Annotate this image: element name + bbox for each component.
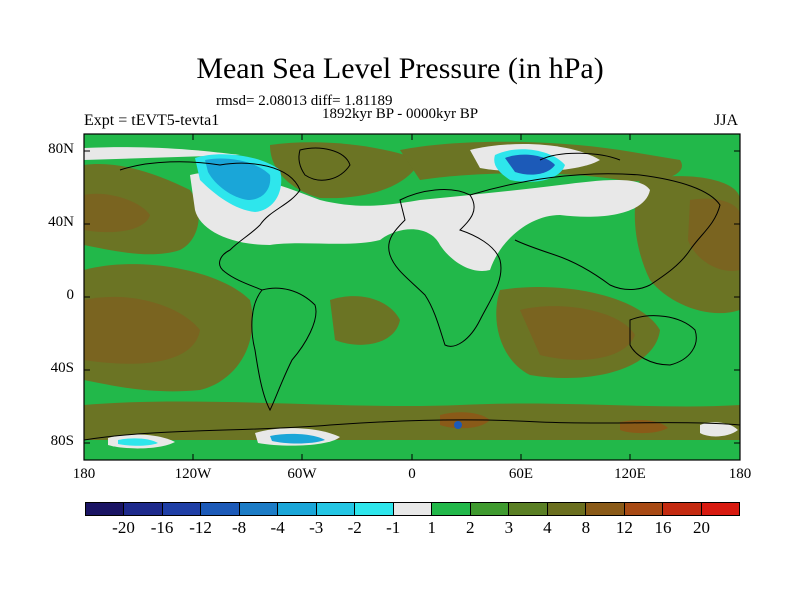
- colorbar-label: 1: [427, 518, 437, 537]
- x-tick-60e: 60E: [508, 466, 534, 482]
- colorbar-label: 4: [543, 518, 552, 537]
- colorbar-swatch: [432, 503, 471, 515]
- colorbar-swatch: [393, 503, 433, 515]
- antarctic-low-inner: [270, 433, 325, 444]
- colorbar-swatch: [86, 503, 125, 515]
- colorbar-swatch: [162, 503, 202, 515]
- pacific-antarctic-low-inner: [118, 438, 158, 446]
- colorbar: [85, 502, 740, 516]
- indian-ocean-brown: [520, 306, 635, 360]
- arctic-islands: [539, 152, 621, 161]
- period-label: 1892kyr BP - 0000kyr BP: [322, 106, 479, 122]
- west-pacific-brown: [688, 198, 740, 271]
- colorbar-swatch: [355, 503, 394, 515]
- arctic-white-band: [84, 147, 240, 160]
- south-pacific-brown: [84, 296, 200, 364]
- northern-low-change-band: [190, 172, 650, 271]
- colorbar-label: -12: [189, 518, 212, 537]
- x-tick-0: 0: [408, 466, 416, 482]
- asia-coast: [469, 173, 721, 290]
- stats-label: rmsd= 2.08013 diff= 1.81189: [216, 93, 393, 109]
- colorbar-label: 8: [581, 518, 591, 537]
- x-tick-120e: 120E: [614, 466, 646, 482]
- y-tick-80n: 80N: [48, 141, 74, 157]
- greenland-coast: [298, 147, 351, 181]
- ross-low: [700, 422, 738, 437]
- x-tick-180e: 180: [728, 466, 752, 482]
- south-atlantic-high: [330, 296, 400, 345]
- y-tick-80s: 80S: [50, 433, 74, 449]
- colorbar-swatch: [124, 503, 163, 515]
- x-tick-120w: 120W: [174, 466, 212, 482]
- siberia-low-inner: [505, 154, 555, 175]
- colorbar-label: 3: [504, 518, 514, 537]
- x-tick-180w: 180: [72, 466, 96, 482]
- colorbar-label: -16: [150, 518, 174, 537]
- colorbar-label: 16: [654, 518, 672, 537]
- colorbar-swatch: [547, 503, 587, 515]
- colorbar-label: 12: [615, 518, 633, 537]
- colorbar-swatch: [278, 503, 317, 515]
- colorbar-label: -2: [347, 518, 362, 537]
- y-tick-0: 0: [66, 287, 75, 303]
- colorbar-swatch: [663, 503, 702, 515]
- map-title: Mean Sea Level Pressure (in hPa): [196, 52, 604, 85]
- colorbar-swatch: [624, 503, 664, 515]
- south-america-coast: [251, 287, 317, 412]
- north-america-low-inner: [205, 158, 271, 200]
- colorbar-swatch: [586, 503, 625, 515]
- y-tick-40n: 40N: [48, 214, 74, 230]
- colorbar-label: -8: [232, 518, 247, 537]
- colorbar-label: -1: [386, 518, 401, 537]
- colorbar-label: 20: [692, 518, 710, 537]
- tick-marks: [84, 134, 740, 460]
- antarctica-coast: [84, 419, 740, 441]
- colorbar-swatch: [509, 503, 548, 515]
- colorbar-swatch: [470, 503, 510, 515]
- colorbar-label: -20: [112, 518, 135, 537]
- y-tick-40s: 40S: [50, 360, 74, 376]
- antarctic-blue-dot: [454, 421, 462, 429]
- colorbar-swatch: [316, 503, 356, 515]
- europe-africa-coast: [388, 189, 502, 347]
- x-tick-60w: 60W: [287, 466, 317, 482]
- colorbar-swatch: [239, 503, 279, 515]
- colorbar-swatch: [701, 503, 739, 515]
- colorbar-swatch: [201, 503, 240, 515]
- colorbar-label: 2: [466, 518, 475, 537]
- coastlines: [84, 147, 740, 441]
- experiment-label: Expt = tEVT5-tevta1: [84, 112, 220, 129]
- colorbar-label: -4: [270, 518, 285, 537]
- colorbar-label: -3: [309, 518, 324, 537]
- north-atlantic-olive: [270, 142, 420, 199]
- season-label: JJA: [713, 112, 738, 129]
- north-america-coast: [119, 161, 301, 291]
- australia-coast: [629, 315, 697, 366]
- north-pacific-brown: [84, 193, 150, 233]
